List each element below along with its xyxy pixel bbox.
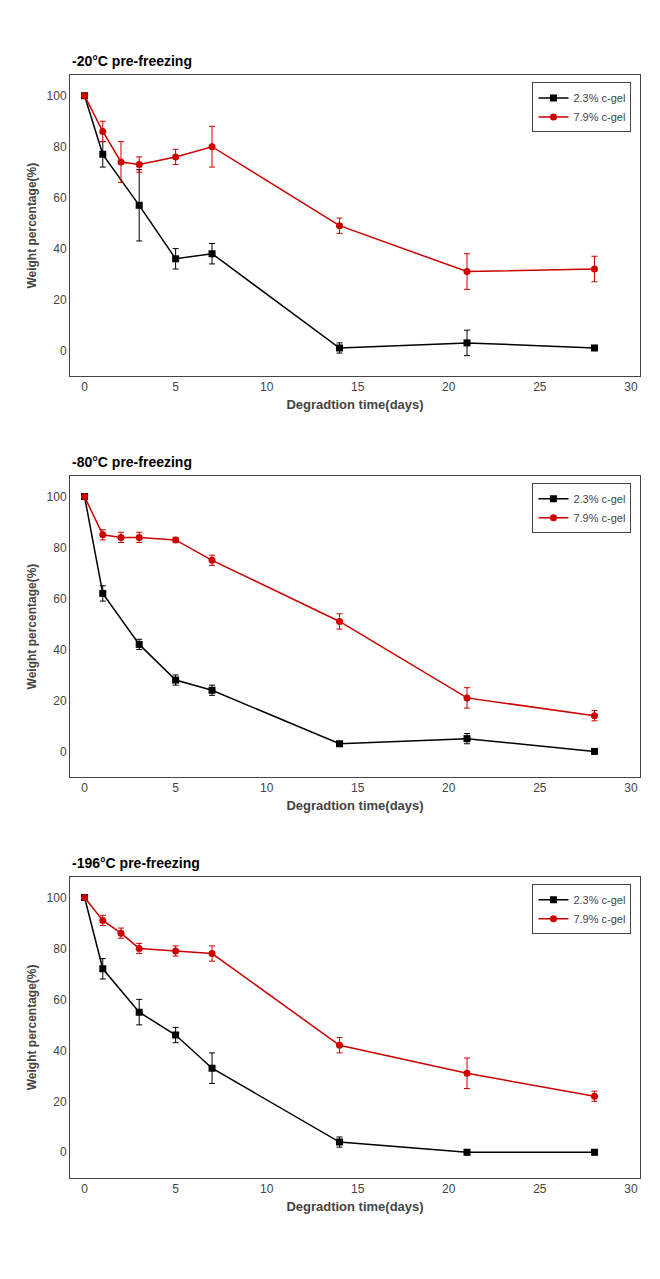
svg-text:20: 20 <box>442 380 456 394</box>
svg-text:7.9% c-gel: 7.9% c-gel <box>573 111 625 123</box>
svg-text:5: 5 <box>172 1182 179 1196</box>
svg-text:25: 25 <box>533 781 547 795</box>
svg-text:0: 0 <box>60 344 67 358</box>
svg-text:0: 0 <box>81 1182 88 1196</box>
svg-text:20: 20 <box>53 694 67 708</box>
svg-text:10: 10 <box>260 781 274 795</box>
svg-text:15: 15 <box>351 380 365 394</box>
svg-text:60: 60 <box>53 592 67 606</box>
svg-text:30: 30 <box>624 1182 638 1196</box>
svg-text:60: 60 <box>53 191 67 205</box>
svg-text:2.3% c-gel: 2.3% c-gel <box>573 894 625 906</box>
svg-text:15: 15 <box>351 1182 365 1196</box>
svg-text:0: 0 <box>60 745 67 759</box>
svg-text:0: 0 <box>81 781 88 795</box>
svg-text:0: 0 <box>60 1145 67 1159</box>
svg-text:20: 20 <box>53 293 67 307</box>
svg-text:100: 100 <box>47 89 67 103</box>
svg-text:25: 25 <box>533 1182 547 1196</box>
svg-text:15: 15 <box>351 781 365 795</box>
svg-text:80: 80 <box>53 942 67 956</box>
svg-text:30: 30 <box>624 781 638 795</box>
svg-text:80: 80 <box>53 140 67 154</box>
svg-text:Degradtion time(days): Degradtion time(days) <box>286 397 423 412</box>
svg-text:-20°C pre-freezing: -20°C pre-freezing <box>72 53 192 69</box>
svg-text:7.9% c-gel: 7.9% c-gel <box>573 913 625 925</box>
svg-text:100: 100 <box>47 490 67 504</box>
svg-text:20: 20 <box>442 781 456 795</box>
svg-text:40: 40 <box>53 643 67 657</box>
svg-text:40: 40 <box>53 242 67 256</box>
svg-text:20: 20 <box>442 1182 456 1196</box>
svg-text:80: 80 <box>53 541 67 555</box>
svg-text:-196°C pre-freezing: -196°C pre-freezing <box>72 855 200 871</box>
svg-text:7.9% c-gel: 7.9% c-gel <box>573 512 625 524</box>
svg-text:40: 40 <box>53 1044 67 1058</box>
svg-text:2.3% c-gel: 2.3% c-gel <box>573 92 625 104</box>
svg-text:25: 25 <box>533 380 547 394</box>
svg-text:-80°C pre-freezing: -80°C pre-freezing <box>72 454 192 470</box>
svg-text:Weight percentage(%): Weight percentage(%) <box>25 965 39 1091</box>
svg-text:Degradtion time(days): Degradtion time(days) <box>286 798 423 813</box>
svg-text:Weight percentage(%): Weight percentage(%) <box>25 564 39 690</box>
svg-text:10: 10 <box>260 1182 274 1196</box>
svg-text:Degradtion time(days): Degradtion time(days) <box>286 1199 423 1214</box>
svg-text:30: 30 <box>624 380 638 394</box>
svg-text:100: 100 <box>47 891 67 905</box>
svg-text:60: 60 <box>53 993 67 1007</box>
svg-text:5: 5 <box>172 781 179 795</box>
svg-text:5: 5 <box>172 380 179 394</box>
svg-text:0: 0 <box>81 380 88 394</box>
svg-text:Weight percentage(%): Weight percentage(%) <box>25 163 39 289</box>
svg-text:10: 10 <box>260 380 274 394</box>
svg-text:2.3% c-gel: 2.3% c-gel <box>573 493 625 505</box>
svg-text:20: 20 <box>53 1095 67 1109</box>
